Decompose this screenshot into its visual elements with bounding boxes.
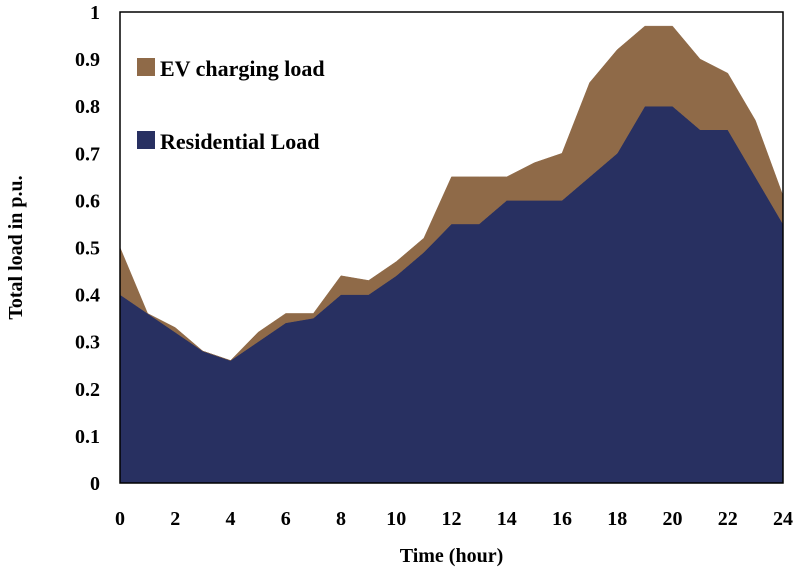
x-tick-label: 20 bbox=[663, 508, 683, 530]
x-tick-label: 18 bbox=[607, 508, 627, 530]
x-tick-label: 6 bbox=[281, 508, 291, 530]
y-tick-label: 0.9 bbox=[75, 49, 100, 71]
x-tick-label: 8 bbox=[336, 508, 346, 530]
y-tick-label: 0.6 bbox=[75, 190, 100, 212]
x-tick-label: 14 bbox=[497, 508, 517, 530]
legend-swatch bbox=[137, 131, 155, 149]
plot-area-frame bbox=[119, 11, 784, 484]
legend: EV charging load Residential Load bbox=[137, 56, 325, 154]
y-axis-ticks: 0 0.1 0.2 0.3 0.4 0.5 0.6 0.7 0.8 0.9 1 bbox=[75, 2, 100, 495]
legend-swatch bbox=[137, 58, 155, 76]
x-tick-label: 0 bbox=[115, 508, 125, 530]
y-tick-label: 0.4 bbox=[75, 285, 100, 307]
legend-label: Residential Load bbox=[160, 129, 320, 154]
y-tick-label: 0.8 bbox=[75, 96, 100, 118]
area-series-residential-load bbox=[119, 105, 784, 484]
x-axis-ticks: 0 2 4 6 8 10 12 14 16 18 20 22 24 bbox=[115, 508, 793, 530]
y-tick-label: 0 bbox=[90, 473, 100, 495]
x-tick-label: 22 bbox=[718, 508, 738, 530]
x-tick-label: 2 bbox=[170, 508, 180, 530]
y-tick-label: 0.3 bbox=[75, 332, 100, 354]
y-axis-title: Total load in p.u. bbox=[5, 175, 27, 319]
legend-label: EV charging load bbox=[160, 56, 325, 81]
x-tick-label: 4 bbox=[226, 508, 236, 530]
y-tick-label: 0.1 bbox=[75, 426, 100, 448]
x-tick-label: 12 bbox=[442, 508, 462, 530]
x-axis-title: Time (hour) bbox=[400, 545, 504, 567]
x-tick-label: 10 bbox=[386, 508, 406, 530]
x-tick-label: 24 bbox=[773, 508, 793, 530]
y-tick-label: 0.5 bbox=[75, 238, 100, 260]
y-tick-label: 1 bbox=[90, 2, 100, 24]
y-tick-label: 0.2 bbox=[75, 379, 100, 401]
x-tick-label: 16 bbox=[552, 508, 572, 530]
y-tick-label: 0.7 bbox=[75, 143, 100, 165]
chart-areas bbox=[119, 25, 784, 484]
